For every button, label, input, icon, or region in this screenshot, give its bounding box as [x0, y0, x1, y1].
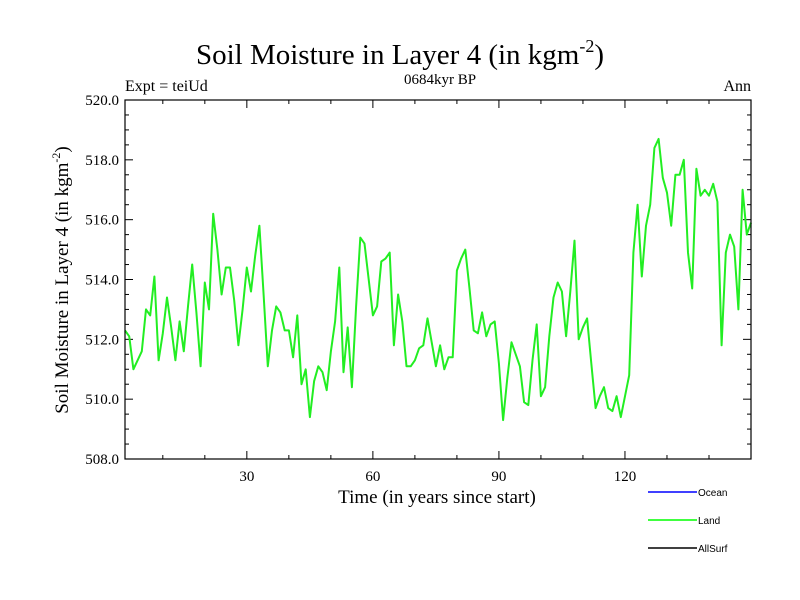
- x-tick-label: 90: [491, 469, 506, 485]
- y-axis-label-close: ): [52, 146, 73, 152]
- y-tick-label: 512.0: [85, 332, 119, 348]
- y-tick-label: 510.0: [85, 392, 119, 408]
- legend-label-allsurf: AllSurf: [698, 544, 728, 555]
- axis-ticks: 508.0 510.0 512.0 514.0 516.0 518.0 520.0 30 60 9…: [85, 93, 751, 485]
- x-tick-label: 30: [239, 469, 254, 485]
- chart-title: Soil Moisture in Layer 4 (in kgm-2): [196, 36, 604, 71]
- x-tick-label: 120: [614, 469, 637, 485]
- y-tick-label: 516.0: [85, 213, 119, 229]
- y-axis-label: Soil Moisture in Layer 4 (in kgm-2): [49, 146, 73, 414]
- season-label: Ann: [723, 78, 751, 95]
- legend-label-land: Land: [698, 516, 720, 527]
- y-tick-label: 508.0: [85, 452, 119, 468]
- legend-label-ocean: Ocean: [698, 488, 727, 499]
- plot-frame: [124, 99, 752, 460]
- y-axis-label-main: Soil Moisture in Layer 4 (in kgm: [52, 162, 73, 413]
- y-tick-label: 514.0: [85, 273, 119, 289]
- chart-title-sup: -2: [579, 36, 594, 56]
- experiment-label: Expt = teiUd: [125, 78, 208, 95]
- y-axis-label-sup: -2: [49, 153, 63, 163]
- chart-subtitle: 0684kyr BP: [404, 72, 476, 88]
- x-axis-label: Time (in years since start): [338, 487, 536, 508]
- y-tick-label: 520.0: [85, 93, 119, 109]
- x-tick-label: 60: [365, 469, 380, 485]
- chart-title-close: ): [594, 39, 604, 71]
- y-tick-label: 518.0: [85, 153, 119, 169]
- series-group: [124, 137, 752, 422]
- series-line-land: [124, 137, 752, 422]
- legend: Ocean Land AllSurf: [648, 488, 728, 555]
- chart-title-main: Soil Moisture in Layer 4 (in kgm: [196, 39, 580, 71]
